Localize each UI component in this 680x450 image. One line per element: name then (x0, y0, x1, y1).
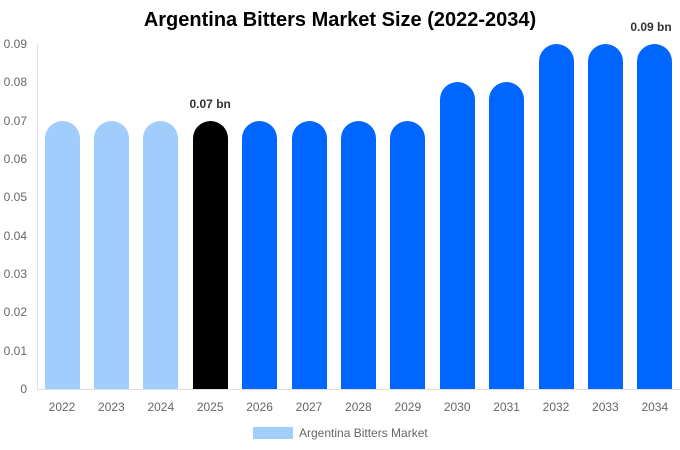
x-tick-label: 2023 (98, 400, 125, 414)
bar-2024[interactable] (143, 120, 179, 389)
bar-2028[interactable] (340, 120, 376, 389)
bar-2031[interactable] (489, 82, 525, 389)
bar-2030[interactable] (439, 82, 475, 389)
legend-label: Argentina Bitters Market (299, 426, 428, 440)
bar-2025[interactable] (192, 120, 228, 389)
y-tick-label: 0.05 (3, 190, 27, 205)
x-tick-label: 2031 (493, 400, 520, 414)
data-label: 0.07 bn (189, 96, 231, 111)
x-tick-label: 2034 (641, 400, 669, 414)
x-tick-label: 2033 (592, 400, 619, 414)
y-tick-label: 0 (20, 382, 27, 396)
y-axis-line (37, 44, 38, 389)
x-tick-label: 2024 (147, 400, 175, 414)
y-tick-label: 0.03 (3, 267, 27, 281)
x-tick-label: 2028 (345, 400, 372, 414)
legend-swatch (253, 427, 293, 439)
bar-2033[interactable] (587, 44, 623, 389)
x-tick-label: 2027 (295, 400, 323, 414)
y-tick-label: 0.06 (3, 152, 27, 166)
x-tick-label: 2026 (246, 400, 273, 414)
data-label: 0.09 bn (630, 20, 672, 34)
x-tick-label: 2030 (443, 400, 471, 414)
bar-2022[interactable] (44, 120, 80, 389)
bar-2029[interactable] (390, 120, 426, 389)
y-tick-label: 0.01 (3, 343, 27, 358)
x-tick-label: 2029 (394, 400, 422, 414)
y-tick-label: 0.07 (3, 113, 27, 128)
y-tick-label: 0.02 (3, 305, 27, 320)
bar-2023[interactable] (93, 120, 129, 389)
bar-2034[interactable] (637, 44, 673, 389)
bar-2026[interactable] (242, 120, 278, 389)
x-axis-line (37, 389, 680, 390)
y-tick-label: 0.04 (3, 228, 27, 243)
bar-2032[interactable] (538, 44, 574, 389)
y-tick-label: 0.08 (3, 75, 27, 90)
x-tick-label: 2025 (196, 400, 224, 414)
legend[interactable]: Argentina Bitters Market (253, 426, 428, 440)
y-tick-label: 0.09 (3, 37, 27, 51)
x-tick-label: 2032 (542, 400, 570, 414)
bar-2027[interactable] (291, 120, 327, 389)
x-tick-label: 2022 (48, 400, 76, 414)
chart-title: Argentina Bitters Market Size (2022-2034… (143, 9, 537, 31)
